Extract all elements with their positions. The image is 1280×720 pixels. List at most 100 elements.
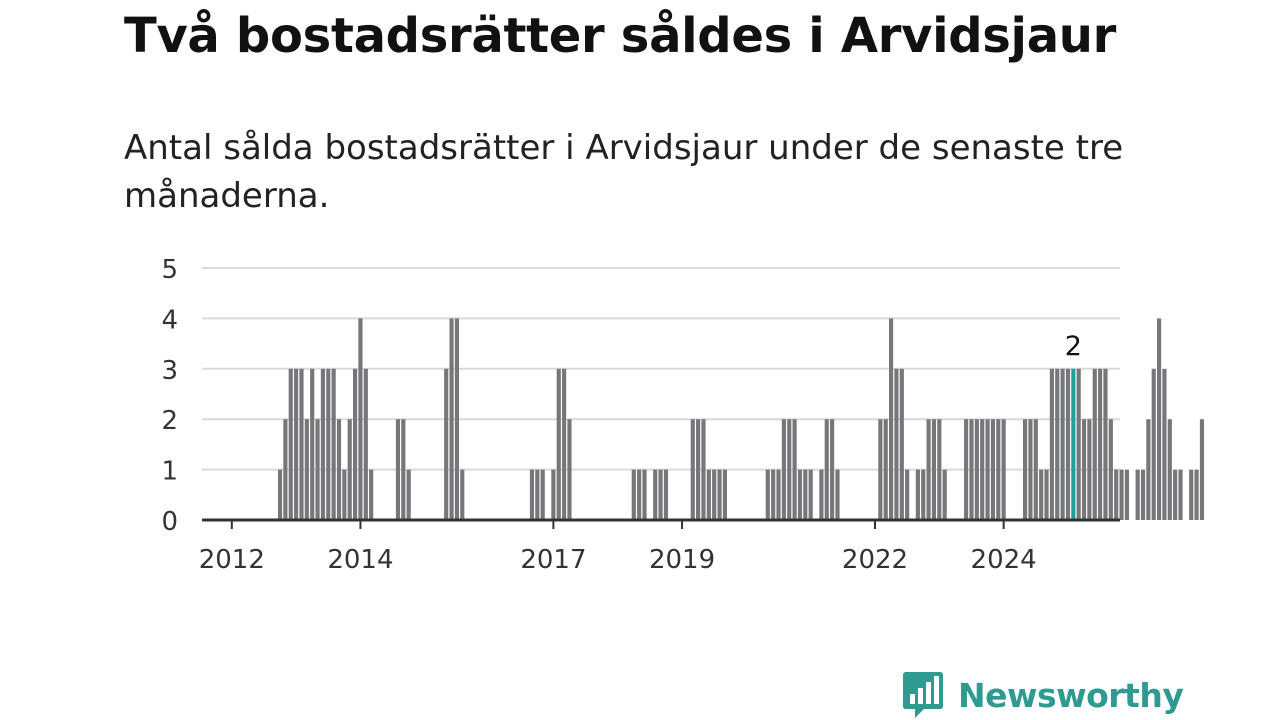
bar — [642, 469, 647, 520]
bar — [803, 469, 808, 520]
bar — [980, 419, 985, 520]
bar — [1033, 419, 1038, 520]
bar — [449, 318, 454, 520]
y-tick-label: 5 — [161, 255, 178, 285]
bar — [529, 469, 535, 520]
bar — [347, 419, 352, 520]
chart-title: Två bostadsrätter såldes i Arvidsjaur — [124, 8, 1117, 64]
bar — [990, 419, 995, 520]
bar — [712, 469, 717, 520]
y-tick-label: 3 — [161, 356, 178, 386]
bar — [1023, 419, 1028, 520]
bar — [562, 368, 567, 520]
bar — [320, 368, 325, 520]
bar — [931, 419, 937, 520]
x-tick-label: 2022 — [842, 545, 908, 575]
bar — [1124, 469, 1129, 520]
bar — [454, 318, 459, 520]
bar — [326, 368, 331, 520]
bar — [299, 368, 304, 520]
bar — [535, 469, 540, 520]
bar — [808, 469, 813, 520]
bar — [1087, 419, 1092, 520]
bar — [883, 419, 888, 520]
bar — [1167, 419, 1172, 520]
bar — [1157, 318, 1162, 520]
bar — [722, 469, 727, 520]
bar — [835, 469, 840, 520]
bar — [937, 419, 942, 520]
bar — [717, 469, 722, 520]
bar — [288, 368, 293, 520]
bar — [1119, 469, 1124, 520]
bar — [765, 469, 770, 520]
bar — [556, 368, 561, 520]
bar — [1140, 469, 1146, 520]
logo-text: Newsworthy — [958, 675, 1184, 715]
bar — [1001, 419, 1006, 520]
bar — [283, 419, 288, 520]
bar — [985, 419, 990, 520]
bar — [781, 419, 786, 520]
bar — [653, 469, 658, 520]
bar — [395, 419, 401, 520]
bar — [444, 368, 449, 520]
bar — [1108, 419, 1113, 520]
bar — [304, 419, 309, 520]
bar — [1044, 469, 1049, 520]
bar — [1055, 368, 1060, 520]
bar — [310, 368, 315, 520]
bar — [342, 469, 347, 520]
bar — [1081, 419, 1087, 520]
highlight-data-label: 2 — [1065, 331, 1082, 362]
bar — [1065, 368, 1071, 520]
y-tick-label: 0 — [161, 507, 178, 537]
bar — [776, 469, 781, 520]
bar — [363, 368, 368, 520]
bar — [787, 419, 792, 520]
bars — [277, 318, 1205, 520]
newsworthy-logo: Newsworthy — [902, 670, 1184, 720]
y-axis-ticks: 0 1 2 3 4 5 — [161, 255, 178, 537]
y-tick-label: 2 — [161, 406, 178, 436]
bar — [964, 419, 969, 520]
x-tick-label: 2012 — [199, 545, 265, 575]
x-tick-label: 2019 — [649, 545, 715, 575]
bar — [637, 469, 642, 520]
bar — [690, 419, 695, 520]
bar — [567, 419, 572, 520]
bar — [824, 419, 829, 520]
chart-subtitle: Antal sålda bostadsrätter i Arvidsjaur u… — [124, 128, 1124, 216]
bar — [277, 469, 283, 520]
y-tick-label: 1 — [161, 457, 178, 487]
bar — [1039, 469, 1044, 520]
bar — [797, 469, 803, 520]
bar — [974, 419, 979, 520]
bar — [331, 368, 336, 520]
bar — [819, 469, 824, 520]
bar — [631, 469, 636, 520]
bar — [406, 469, 411, 520]
bar — [696, 419, 701, 520]
x-tick-label: 2024 — [971, 545, 1037, 575]
y-tick-label: 4 — [161, 305, 178, 335]
bar — [905, 469, 910, 520]
bar-chart-bubble-icon — [903, 672, 943, 718]
bar — [336, 419, 342, 520]
bar — [401, 419, 406, 520]
bar — [830, 419, 835, 520]
bar — [1076, 368, 1081, 520]
bar — [369, 469, 374, 520]
bar — [1162, 368, 1167, 520]
bar — [915, 469, 920, 520]
bar — [294, 368, 299, 520]
bar — [1146, 419, 1151, 520]
bar — [899, 368, 904, 520]
bar — [353, 368, 358, 520]
bar — [1199, 419, 1205, 520]
bar-highlight — [1071, 368, 1076, 520]
bar — [969, 419, 974, 520]
bar — [996, 419, 1001, 520]
bar — [889, 318, 894, 520]
